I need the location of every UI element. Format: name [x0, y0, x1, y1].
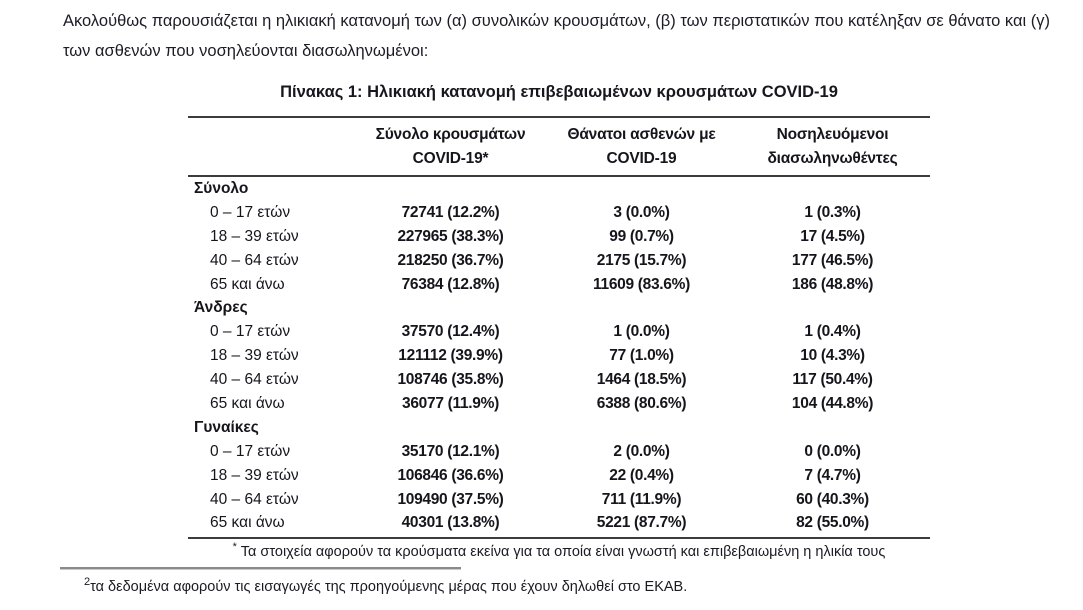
cell-deaths: 711 (11.9%) — [601, 490, 682, 508]
header-line: Νοσηλευόμενοι — [776, 126, 889, 143]
table-row: 18 – 39 ετών 106846 (36.6%) 22 (0.4%) 7 (4.… — [188, 464, 930, 488]
table-header: Σύνολο κρουσμάτων COVID-19* Θάνατοι ασθε… — [188, 116, 930, 177]
cell-deaths: 6388 (80.6%) — [596, 394, 687, 412]
cell-age-group: 65 και άνω — [210, 394, 285, 412]
table-body: Σύνολο 0 – 17 ετών 72741 (12.2%) 3 (0.0%) 1 … — [188, 177, 930, 540]
cell-age-group: 40 – 64 ετών — [210, 490, 299, 508]
cell-deaths: 1464 (18.5%) — [596, 371, 687, 389]
cell-intubated: 104 (44.8%) — [791, 394, 874, 412]
header-line: Σύνολο κρουσμάτων — [375, 126, 526, 143]
header-line: COVID-19* — [412, 150, 489, 167]
table-footnote-text: Τα στοιχεία αφορούν τα κρούσματα εκείνα … — [240, 543, 886, 560]
section-row: Άνδρες — [188, 296, 930, 320]
cell-deaths: 1 (0.0%) — [613, 323, 670, 341]
cell-age-group: 0 – 17 ετών — [210, 203, 291, 221]
cell-intubated: 82 (55.0%) — [796, 514, 869, 532]
cell-age-group: 65 και άνω — [210, 514, 285, 532]
table-row: 65 και άνω 36077 (11.9%) 6388 (80.6%) 104 (… — [188, 392, 930, 416]
cell-total-cases: 37570 (12.4%) — [401, 323, 500, 341]
data-table: Σύνολο κρουσμάτων COVID-19* Θάνατοι ασθε… — [188, 116, 930, 540]
intro-paragraph: Ακολούθως παρουσιάζεται η ηλικιακή καταν… — [63, 12, 1050, 60]
page-footnote-text: τα δεδομένα αφορούν τις εισαγωγές της πρ… — [90, 578, 688, 595]
cell-total-cases: 36077 (11.9%) — [402, 394, 499, 412]
cell-total-cases: 40301 (13.8%) — [401, 514, 500, 532]
cell-intubated: 1 (0.4%) — [804, 323, 861, 341]
cell-intubated: 1 (0.3%) — [804, 203, 861, 221]
table-row: 0 – 17 ετών 72741 (12.2%) 3 (0.0%) 1 (0.3%) — [188, 201, 930, 225]
section-label: Σύνολο — [194, 179, 249, 197]
cell-intubated: 10 (4.3%) — [800, 347, 865, 365]
cell-intubated: 186 (48.8%) — [791, 275, 874, 293]
cell-intubated: 17 (4.5%) — [800, 227, 865, 245]
page-footnote: 2τα δεδομένα αφορούν τις εισαγωγές της π… — [84, 576, 687, 595]
cell-intubated: 60 (40.3%) — [796, 490, 869, 508]
cell-total-cases: 35170 (12.1%) — [401, 442, 500, 460]
header-cell-empty — [188, 123, 353, 171]
cell-deaths: 99 (0.7%) — [609, 227, 674, 245]
table-title: Πίνακας 1: Ηλικιακή κατανομή επιβεβαιωμέ… — [280, 83, 838, 101]
table-row: 40 – 64 ετών 109490 (37.5%) 711 (11.9%) 60 … — [188, 488, 930, 512]
header-cell-cases: Σύνολο κρουσμάτων COVID-19* — [353, 123, 548, 171]
cell-age-group: 18 – 39 ετών — [210, 347, 299, 365]
cell-deaths: 5221 (87.7%) — [596, 514, 687, 532]
cell-deaths: 2175 (15.7%) — [596, 251, 687, 269]
cell-total-cases: 227965 (38.3%) — [397, 227, 504, 245]
table-row: 18 – 39 ετών 227965 (38.3%) 99 (0.7%) 17 (4… — [188, 225, 930, 249]
header-line: διασωληνωθέντες — [767, 150, 898, 167]
cell-age-group: 18 – 39 ετών — [210, 227, 299, 245]
cell-total-cases: 109490 (37.5%) — [397, 490, 504, 508]
cell-total-cases: 106846 (36.6%) — [397, 466, 504, 484]
cell-total-cases: 108746 (35.8%) — [397, 371, 504, 389]
header-cell-deaths: Θάνατοι ασθενών με COVID-19 — [548, 123, 735, 171]
section-row: Γυναίκες — [188, 416, 930, 440]
cell-age-group: 0 – 17 ετών — [210, 442, 291, 460]
header-cell-intubated: Νοσηλευόμενοι διασωληνωθέντες — [735, 123, 930, 171]
footnote-separator — [60, 567, 461, 570]
cell-total-cases: 72741 (12.2%) — [401, 203, 500, 221]
cell-age-group: 40 – 64 ετών — [210, 251, 299, 269]
cell-age-group: 18 – 39 ετών — [210, 466, 299, 484]
cell-deaths: 22 (0.4%) — [609, 466, 674, 484]
table-footnote-marker: * — [232, 541, 237, 553]
cell-deaths: 11609 (83.6%) — [593, 275, 690, 293]
cell-age-group: 0 – 17 ετών — [210, 323, 291, 341]
cell-intubated: 177 (46.5%) — [791, 251, 874, 269]
cell-total-cases: 76384 (12.8%) — [401, 275, 500, 293]
header-line: Θάνατοι ασθενών με — [567, 126, 716, 143]
cell-age-group: 65 και άνω — [210, 275, 285, 293]
table-footnote: * Τα στοιχεία αφορούν τα κρούσματα εκείν… — [188, 541, 930, 560]
cell-deaths: 77 (1.0%) — [609, 347, 674, 365]
table-row: 40 – 64 ετών 218250 (36.7%) 2175 (15.7%) 17… — [188, 249, 930, 273]
section-label: Άνδρες — [194, 299, 248, 317]
table-row: 65 και άνω 76384 (12.8%) 11609 (83.6%) 186 … — [188, 273, 930, 297]
cell-deaths: 3 (0.0%) — [613, 203, 670, 221]
cell-intubated: 7 (4.7%) — [804, 466, 861, 484]
cell-intubated: 117 (50.4%) — [792, 371, 873, 389]
cell-total-cases: 218250 (36.7%) — [397, 251, 504, 269]
section-label: Γυναίκες — [194, 418, 259, 436]
header-line: COVID-19 — [606, 150, 677, 167]
table-row: 0 – 17 ετών 37570 (12.4%) 1 (0.0%) 1 (0.4%) — [188, 320, 930, 344]
cell-age-group: 40 – 64 ετών — [210, 371, 299, 389]
cell-total-cases: 121112 (39.9%) — [398, 347, 503, 365]
table-row: 18 – 39 ετών 121112 (39.9%) 77 (1.0%) 10 (4… — [188, 344, 930, 368]
page-footnote-marker: 2 — [84, 576, 91, 588]
cell-intubated: 0 (0.0%) — [804, 442, 861, 460]
section-row: Σύνολο — [188, 177, 930, 201]
table-row: 40 – 64 ετών 108746 (35.8%) 1464 (18.5%) 11… — [188, 368, 930, 392]
cell-deaths: 2 (0.0%) — [613, 442, 670, 460]
table-row: 65 και άνω 40301 (13.8%) 5221 (87.7%) 82 (5… — [188, 511, 930, 535]
table-row: 0 – 17 ετών 35170 (12.1%) 2 (0.0%) 0 (0.0%) — [188, 440, 930, 464]
